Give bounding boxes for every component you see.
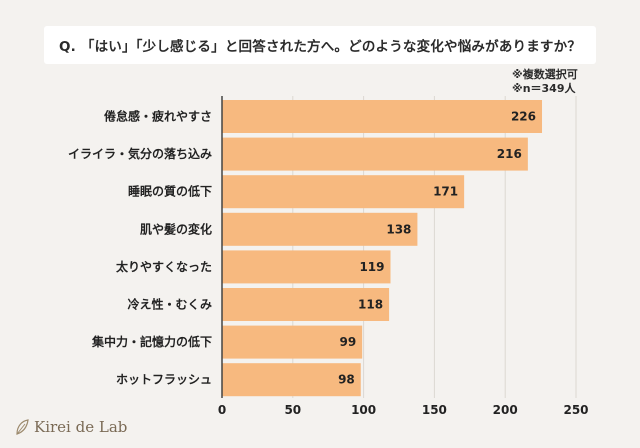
category-label: 太りやすくなった — [116, 259, 212, 274]
category-label: 冷え性・むくみ — [128, 297, 212, 312]
question-title: Q. 「はい」「少し感じる」と回答された方へ。どのような変化や悩みがありますか？ — [44, 26, 596, 64]
x-tick-label: 250 — [563, 403, 588, 417]
category-label: 肌や髪の変化 — [139, 221, 212, 236]
bar — [222, 288, 390, 321]
x-tick-label: 200 — [493, 403, 518, 417]
category-label: 睡眠の質の低下 — [128, 184, 212, 199]
value-label: 98 — [338, 373, 355, 387]
category-label: 集中力・記憶力の低下 — [91, 334, 212, 349]
note-multiple-choice: ※複数選択可 — [512, 68, 578, 81]
bar — [222, 250, 391, 284]
value-label: 171 — [433, 185, 458, 199]
value-label: 138 — [386, 222, 411, 236]
logo-text: Kirei de Lab — [34, 418, 128, 436]
bar — [222, 137, 528, 171]
value-label: 216 — [497, 147, 522, 161]
x-tick-label: 50 — [284, 403, 301, 417]
x-tick-label: 0 — [218, 403, 226, 417]
bar — [222, 100, 543, 133]
bar — [222, 325, 363, 359]
value-label: 119 — [359, 260, 384, 274]
brand-logo: Kirei de Lab — [14, 418, 127, 436]
value-label: 99 — [339, 335, 356, 349]
value-label: 118 — [358, 298, 383, 312]
category-label: 倦怠感・疲れやすさ — [104, 109, 212, 124]
note-sample-size: ※n＝349人 — [512, 82, 576, 95]
category-label: ホットフラッシュ — [116, 373, 212, 387]
x-tick-label: 100 — [351, 403, 376, 417]
bar — [222, 175, 465, 209]
bar — [222, 212, 418, 246]
x-tick-label: 150 — [422, 403, 447, 417]
bar — [222, 363, 361, 397]
category-label: イライラ・気分の落ち込み — [68, 146, 212, 161]
leaf-logo-icon — [16, 419, 29, 435]
value-label: 226 — [511, 110, 536, 124]
